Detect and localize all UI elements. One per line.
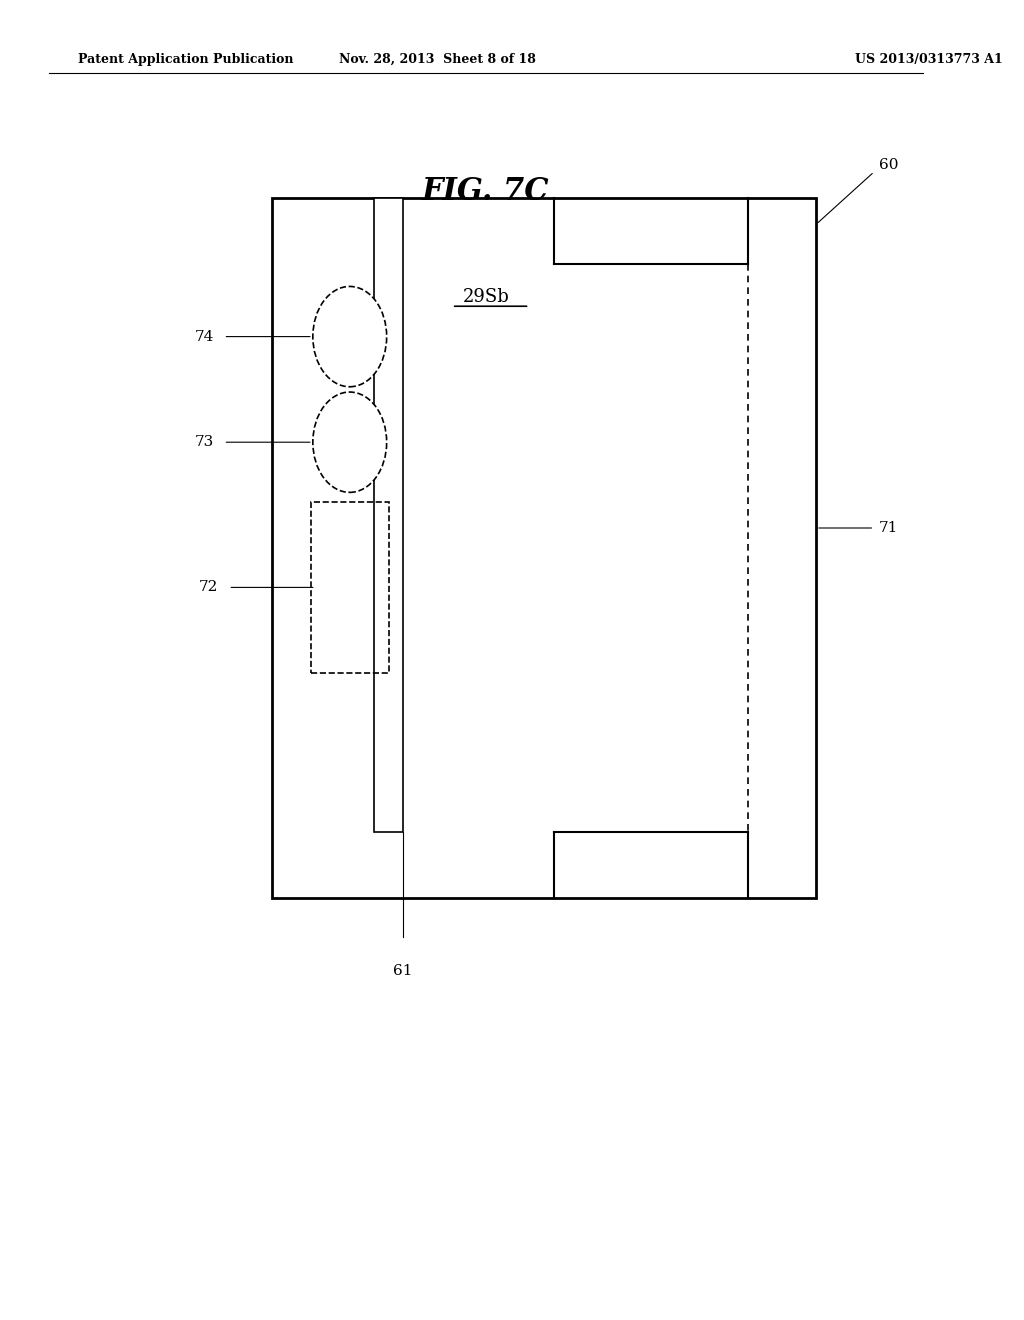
Text: 73: 73 (195, 436, 214, 449)
Bar (374, 198, 403, 832)
Circle shape (312, 286, 387, 387)
Circle shape (312, 392, 387, 492)
Text: 29Sb: 29Sb (463, 288, 509, 306)
Text: 72: 72 (200, 581, 218, 594)
Bar (272, 198, 816, 898)
Text: 61: 61 (393, 964, 413, 978)
Bar (311, 502, 388, 673)
Text: US 2013/0313773 A1: US 2013/0313773 A1 (855, 53, 1002, 66)
Text: 71: 71 (880, 521, 899, 535)
Text: Nov. 28, 2013  Sheet 8 of 18: Nov. 28, 2013 Sheet 8 of 18 (339, 53, 536, 66)
Text: Patent Application Publication: Patent Application Publication (78, 53, 293, 66)
Text: 60: 60 (880, 158, 899, 172)
Text: 74: 74 (195, 330, 214, 343)
Text: FIG. 7C: FIG. 7C (422, 176, 550, 207)
